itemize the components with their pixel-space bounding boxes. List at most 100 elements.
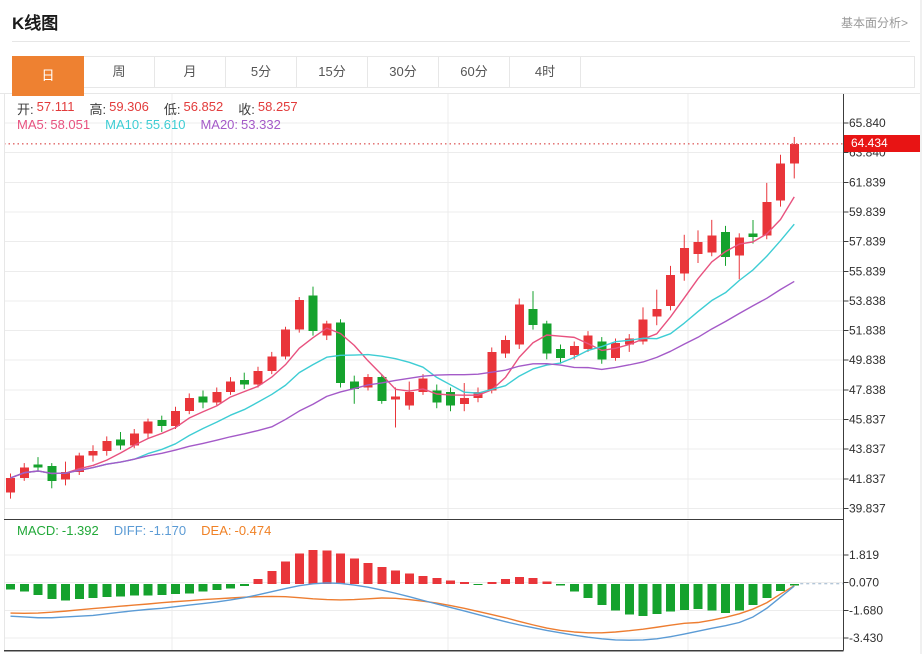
tab-月[interactable]: 月 xyxy=(155,56,226,88)
candle-body xyxy=(501,340,510,354)
candle-body xyxy=(528,308,538,326)
candle-body xyxy=(171,411,180,427)
macd-histogram-bar xyxy=(391,570,400,584)
tab-4时[interactable]: 4时 xyxy=(510,56,581,88)
tab-30分[interactable]: 30分 xyxy=(368,56,439,88)
macd-histogram-bar xyxy=(6,583,15,590)
macd-readout: MACD: -1.392 DIFF: -1.170 DEA: -0.474 xyxy=(17,523,271,538)
price-axis-label: 51.838 xyxy=(849,324,886,338)
macd-histogram-bar xyxy=(198,583,208,592)
macd-histogram-bar xyxy=(184,583,194,594)
tab-日[interactable]: 日 xyxy=(12,56,84,96)
macd-histogram-bar xyxy=(638,583,648,617)
readout-value: -0.474 xyxy=(234,523,272,538)
macd-histogram-bar xyxy=(33,583,43,595)
macd-histogram-bar xyxy=(624,583,634,615)
candle-body xyxy=(74,455,84,472)
macd-histogram-bar xyxy=(666,583,675,612)
macd-histogram-bar xyxy=(157,583,167,595)
readout-label: 开: xyxy=(17,102,34,117)
macd-histogram-bar xyxy=(88,583,98,598)
readout-pair: DEA: -0.474 xyxy=(201,523,271,538)
macd-axis-label: 1.819 xyxy=(849,548,879,562)
macd-histogram-bar xyxy=(776,583,785,591)
readout-label: MA20: xyxy=(200,117,239,132)
price-axis-label: 65.840 xyxy=(849,116,886,130)
title-divider xyxy=(12,41,910,42)
readout-pair: 收: 58.257 xyxy=(238,99,297,118)
readout-pair: MACD: -1.392 xyxy=(17,523,99,538)
macd-histogram-bar xyxy=(693,583,703,610)
macd-histogram-bar xyxy=(432,578,442,584)
price-axis-label: 43.837 xyxy=(849,442,886,456)
dea-line xyxy=(10,585,795,634)
tab-周[interactable]: 周 xyxy=(84,56,155,88)
readout-pair: MA5: 58.051 xyxy=(17,117,90,132)
macd-histogram-bar xyxy=(102,583,112,598)
readout-value: -1.392 xyxy=(61,523,99,538)
macd-histogram-bar xyxy=(363,563,373,584)
candle-body xyxy=(33,464,43,468)
tab-5分[interactable]: 5分 xyxy=(226,56,297,88)
candle-body xyxy=(721,231,730,258)
macd-histogram-bar xyxy=(61,583,70,601)
macd-histogram-bar xyxy=(762,583,772,598)
candle-body xyxy=(143,421,153,434)
candle-body xyxy=(336,322,345,384)
candle-body xyxy=(322,323,332,336)
candle-body xyxy=(253,371,263,385)
macd-histogram-bar xyxy=(322,550,332,584)
readout-label: DIFF: xyxy=(113,523,147,538)
candle-body xyxy=(556,348,565,358)
macd-histogram-bar xyxy=(569,583,579,592)
macd-histogram-bar xyxy=(253,579,263,584)
candle-body xyxy=(459,397,469,404)
price-axis-label: 53.838 xyxy=(849,294,886,308)
tab-60分[interactable]: 60分 xyxy=(439,56,510,88)
candle-body xyxy=(226,381,235,392)
latest-price-tag: 64.434 xyxy=(844,135,920,153)
macd-histogram-bar xyxy=(143,583,153,596)
candle-body xyxy=(349,381,359,389)
readout-value: 58.257 xyxy=(257,99,298,114)
readout-value: 59.306 xyxy=(109,99,149,114)
macd-histogram-bar xyxy=(611,583,620,611)
candle-body xyxy=(652,308,662,317)
ma-readout: MA5: 58.051 MA10: 55.610 MA20: 53.332 xyxy=(17,117,281,132)
macd-histogram-bar xyxy=(789,583,799,586)
candle-body xyxy=(157,420,167,427)
candle-body xyxy=(116,439,125,446)
macd-histogram-bar xyxy=(597,583,607,606)
candle-body xyxy=(281,329,290,357)
page-right-edge xyxy=(920,0,922,654)
candle-body xyxy=(776,163,785,201)
tabbar-underline xyxy=(0,93,922,94)
macd-histogram-bar xyxy=(748,583,758,606)
readout-pair: MA10: 55.610 xyxy=(105,117,185,132)
candle-body xyxy=(789,143,799,164)
macd-histogram-bar xyxy=(487,581,497,584)
candle-body xyxy=(239,380,249,385)
macd-histogram-bar xyxy=(528,577,538,584)
candle-body xyxy=(542,323,552,354)
candle-body xyxy=(569,345,579,355)
readout-label: 高: xyxy=(89,102,107,117)
price-axis-label: 59.839 xyxy=(849,205,886,219)
fundamental-analysis-link[interactable]: 基本面分析> xyxy=(840,16,908,30)
readout-value: 55.610 xyxy=(145,117,186,132)
candle-body xyxy=(198,396,208,403)
candle-body xyxy=(432,390,442,403)
ma10-line xyxy=(10,223,795,479)
macd-histogram-bar xyxy=(721,583,730,614)
macd-histogram-bar xyxy=(707,583,717,611)
price-axis-label: 57.839 xyxy=(849,235,886,249)
macd-histogram-bar xyxy=(281,561,290,584)
readout-label: 收: xyxy=(238,102,255,117)
price-axis-label: 45.837 xyxy=(849,413,886,427)
tab-15分[interactable]: 15分 xyxy=(297,56,368,88)
candle-body xyxy=(102,440,112,452)
macd-axis-label: -1.680 xyxy=(849,603,883,617)
candle-body xyxy=(734,237,744,256)
